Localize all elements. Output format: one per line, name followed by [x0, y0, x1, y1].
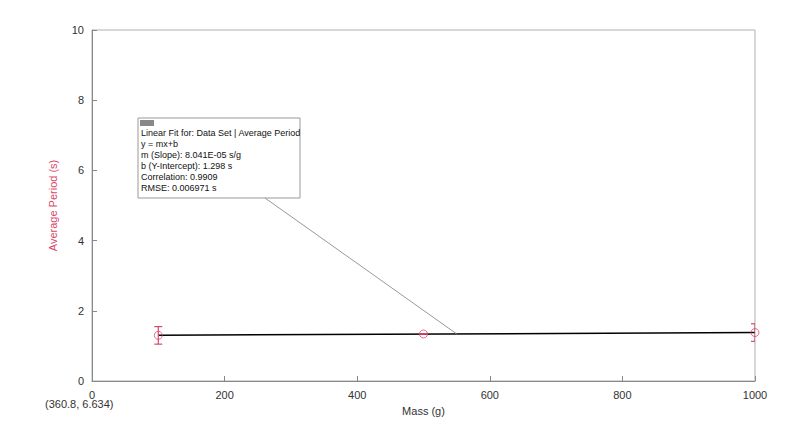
- svg-text:200: 200: [215, 389, 233, 401]
- svg-text:4: 4: [78, 235, 84, 247]
- svg-text:Linear Fit for: Data Set | Ave: Linear Fit for: Data Set | Average Perio…: [141, 128, 300, 138]
- svg-text:b (Y-Intercept): 1.298 s: b (Y-Intercept): 1.298 s: [141, 161, 233, 171]
- svg-text:400: 400: [348, 389, 366, 401]
- svg-text:RMSE: 0.006971 s: RMSE: 0.006971 s: [141, 183, 217, 193]
- svg-text:y = mx+b: y = mx+b: [141, 139, 178, 149]
- svg-text:800: 800: [613, 389, 631, 401]
- svg-text:Average Period (s): Average Period (s): [47, 160, 59, 252]
- svg-text:1000: 1000: [743, 389, 767, 401]
- svg-text:10: 10: [72, 24, 84, 36]
- svg-text:(360.8, 6.634): (360.8, 6.634): [45, 398, 114, 410]
- svg-text:0: 0: [88, 388, 96, 401]
- svg-text:600: 600: [481, 389, 499, 401]
- svg-text:8: 8: [78, 94, 84, 106]
- svg-text:6: 6: [78, 164, 84, 176]
- svg-text:Correlation: 0.9909: Correlation: 0.9909: [141, 172, 218, 182]
- svg-text:0: 0: [78, 375, 84, 387]
- svg-text:m (Slope): 8.041E-05 s/g: m (Slope): 8.041E-05 s/g: [141, 150, 241, 160]
- svg-text:2: 2: [78, 305, 84, 317]
- svg-text:Mass (g): Mass (g): [402, 405, 445, 417]
